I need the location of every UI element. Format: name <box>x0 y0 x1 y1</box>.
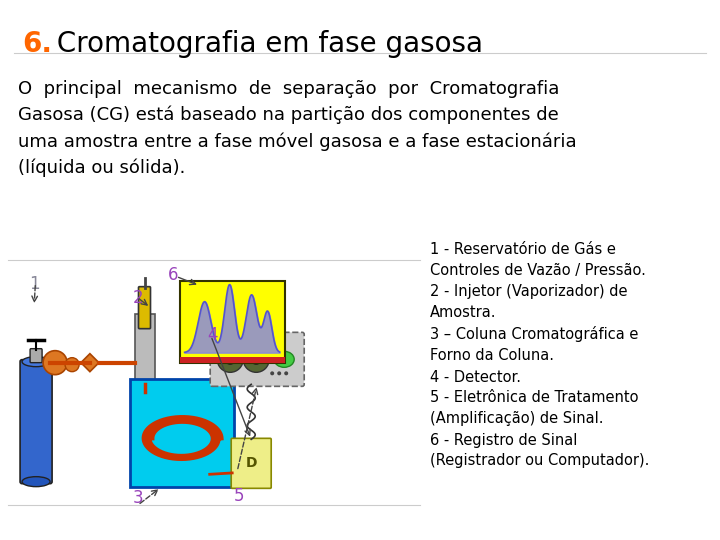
Text: D: D <box>246 456 257 470</box>
Circle shape <box>225 354 235 364</box>
FancyBboxPatch shape <box>179 281 284 363</box>
Circle shape <box>243 346 269 373</box>
Ellipse shape <box>274 352 294 367</box>
Ellipse shape <box>22 356 50 367</box>
FancyBboxPatch shape <box>20 360 52 484</box>
Text: O  principal  mecanismo  de  separação  por  Cromatografia
Gasosa (CG) está base: O principal mecanismo de separação por C… <box>18 80 577 178</box>
Circle shape <box>251 354 261 364</box>
Circle shape <box>65 357 79 372</box>
FancyBboxPatch shape <box>130 379 234 487</box>
Text: 3: 3 <box>132 489 143 507</box>
Text: 6: 6 <box>168 266 179 285</box>
Circle shape <box>270 372 274 375</box>
Ellipse shape <box>22 477 50 487</box>
Text: 1: 1 <box>30 275 40 293</box>
Bar <box>135 314 155 383</box>
FancyBboxPatch shape <box>138 287 150 329</box>
Circle shape <box>43 350 67 375</box>
Circle shape <box>277 372 282 375</box>
Text: Cromatografia em fase gasosa: Cromatografia em fase gasosa <box>48 30 483 58</box>
FancyBboxPatch shape <box>210 332 304 386</box>
Bar <box>179 356 284 363</box>
Text: 1 - Reservatório de Gás e
Controles de Vazão / Pressão.
2 - Injetor (Vaporizador: 1 - Reservatório de Gás e Controles de V… <box>430 242 649 469</box>
Circle shape <box>284 372 288 375</box>
Text: 2: 2 <box>132 289 143 307</box>
Text: 6.: 6. <box>22 30 52 58</box>
Text: 4: 4 <box>207 326 217 344</box>
FancyBboxPatch shape <box>231 438 271 488</box>
Text: 5: 5 <box>234 487 245 505</box>
FancyBboxPatch shape <box>30 349 42 363</box>
Circle shape <box>217 346 243 373</box>
